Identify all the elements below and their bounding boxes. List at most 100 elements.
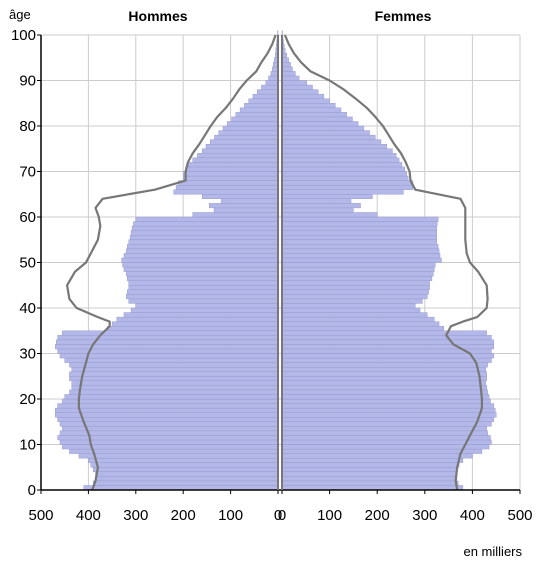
bar-hommes-age-32 bbox=[55, 339, 279, 345]
bar-femmes-age-82 bbox=[281, 112, 347, 118]
x-tick-label-hommes-400: 400 bbox=[76, 507, 101, 524]
x-tick-label-hommes-200: 200 bbox=[171, 507, 196, 524]
bar-hommes-age-22 bbox=[71, 385, 279, 391]
bar-femmes-age-50 bbox=[281, 257, 442, 263]
bar-hommes-age-33 bbox=[57, 335, 279, 341]
bar-femmes-age-67 bbox=[281, 180, 414, 186]
bar-femmes-age-88 bbox=[281, 84, 313, 90]
bar-femmes-age-64 bbox=[281, 194, 373, 200]
bar-hommes-age-84 bbox=[244, 103, 279, 109]
bar-femmes-age-73 bbox=[281, 153, 397, 159]
bar-femmes-age-63 bbox=[281, 198, 352, 204]
bar-femmes-age-42 bbox=[281, 294, 428, 300]
bar-femmes-age-60 bbox=[281, 212, 378, 218]
bar-femmes-age-93 bbox=[281, 62, 291, 68]
bar-hommes-age-12 bbox=[59, 430, 279, 436]
bar-femmes-age-43 bbox=[281, 289, 429, 295]
y-tick-label-100: 100 bbox=[11, 27, 36, 44]
bar-femmes-age-39 bbox=[281, 307, 421, 313]
bar-hommes-age-5 bbox=[90, 462, 279, 468]
bar-hommes-age-74 bbox=[201, 148, 279, 154]
bar-hommes-age-65 bbox=[173, 189, 279, 195]
bar-hommes-age-63 bbox=[220, 198, 279, 204]
bar-femmes-age-10 bbox=[281, 439, 492, 445]
bar-femmes-age-24 bbox=[281, 376, 487, 382]
bar-femmes-age-71 bbox=[281, 162, 403, 168]
bar-femmes-age-37 bbox=[281, 316, 435, 322]
bar-hommes-age-16 bbox=[55, 412, 279, 418]
bar-femmes-age-45 bbox=[281, 280, 430, 286]
bar-femmes-age-14 bbox=[281, 421, 492, 427]
bar-hommes-age-49 bbox=[122, 262, 279, 268]
bar-femmes-age-11 bbox=[281, 435, 491, 441]
bar-hommes-age-10 bbox=[59, 439, 279, 445]
x-tick-label-femmes-400: 400 bbox=[460, 507, 485, 524]
bar-femmes-age-55 bbox=[281, 234, 437, 240]
bar-femmes-age-1 bbox=[281, 480, 459, 486]
male-bars bbox=[55, 30, 279, 491]
bar-femmes-age-61 bbox=[281, 207, 354, 213]
x-tick-label-hommes-0: 0 bbox=[274, 507, 282, 524]
bar-hommes-age-17 bbox=[55, 407, 279, 413]
bar-hommes-age-87 bbox=[256, 89, 279, 95]
y-tick-label-70: 70 bbox=[19, 164, 36, 181]
bar-femmes-age-66 bbox=[281, 184, 414, 190]
bar-femmes-age-40 bbox=[281, 303, 416, 309]
x-tick-label-hommes-100: 100 bbox=[218, 507, 243, 524]
outline-femmes bbox=[283, 34, 489, 491]
bar-femmes-age-2 bbox=[281, 476, 456, 482]
bar-hommes-age-21 bbox=[69, 389, 279, 395]
bar-hommes-age-39 bbox=[130, 307, 279, 313]
bar-hommes-age-14 bbox=[59, 421, 279, 427]
bar-hommes-age-68 bbox=[182, 175, 279, 181]
bar-hommes-age-29 bbox=[59, 353, 279, 359]
bar-hommes-age-54 bbox=[128, 239, 279, 245]
bar-hommes-age-18 bbox=[57, 403, 279, 409]
bar-femmes-age-75 bbox=[281, 143, 387, 149]
bar-femmes-age-83 bbox=[281, 107, 342, 113]
bar-hommes-age-7 bbox=[78, 453, 279, 459]
bar-hommes-age-31 bbox=[55, 344, 279, 350]
bar-hommes-age-19 bbox=[62, 398, 279, 404]
bar-femmes-age-76 bbox=[281, 139, 382, 145]
bar-femmes-age-54 bbox=[281, 239, 437, 245]
bar-hommes-age-59 bbox=[135, 216, 279, 222]
bar-femmes-age-8 bbox=[281, 448, 483, 454]
bar-femmes-age-68 bbox=[281, 175, 409, 181]
outline-hommes bbox=[65, 34, 277, 491]
bar-femmes-age-53 bbox=[281, 244, 439, 250]
bar-hommes-age-58 bbox=[133, 221, 279, 227]
bar-hommes-age-41 bbox=[128, 298, 279, 304]
x-tick-label-hommes-300: 300 bbox=[123, 507, 148, 524]
bar-femmes-age-4 bbox=[281, 467, 458, 473]
y-tick-label-20: 20 bbox=[19, 391, 36, 408]
bar-hommes-age-6 bbox=[88, 457, 279, 463]
bar-hommes-age-77 bbox=[214, 134, 279, 140]
bar-hommes-age-9 bbox=[62, 444, 279, 450]
bar-hommes-age-71 bbox=[187, 162, 279, 168]
bar-hommes-age-35 bbox=[107, 326, 279, 331]
bar-hommes-age-36 bbox=[111, 321, 279, 327]
bar-femmes-age-52 bbox=[281, 248, 440, 254]
bar-femmes-age-28 bbox=[281, 357, 492, 363]
bar-femmes-age-32 bbox=[281, 339, 495, 345]
bar-hommes-age-42 bbox=[126, 294, 279, 300]
bar-hommes-age-24 bbox=[69, 376, 279, 382]
bar-femmes-age-49 bbox=[281, 262, 436, 268]
bar-femmes-age-35 bbox=[281, 326, 445, 331]
y-tick-labels: 0 10 20 30 40 50 60 70 80 90 100 bbox=[11, 27, 41, 499]
bar-hommes-age-90 bbox=[268, 75, 279, 81]
bar-hommes-age-43 bbox=[127, 289, 279, 295]
bar-hommes-age-86 bbox=[252, 93, 279, 99]
x-tick-label-femmes-200: 200 bbox=[365, 507, 390, 524]
bar-femmes-age-9 bbox=[281, 444, 490, 450]
y-tick-label-80: 80 bbox=[19, 118, 36, 135]
bar-femmes-age-15 bbox=[281, 417, 495, 422]
bar-hommes-age-8 bbox=[69, 448, 279, 454]
bar-femmes-age-70 bbox=[281, 166, 406, 172]
bar-hommes-age-23 bbox=[71, 380, 279, 386]
bar-hommes-age-46 bbox=[127, 275, 279, 281]
bar-hommes-age-13 bbox=[62, 426, 279, 432]
bar-hommes-age-37 bbox=[116, 316, 279, 322]
bar-femmes-age-29 bbox=[281, 353, 495, 359]
